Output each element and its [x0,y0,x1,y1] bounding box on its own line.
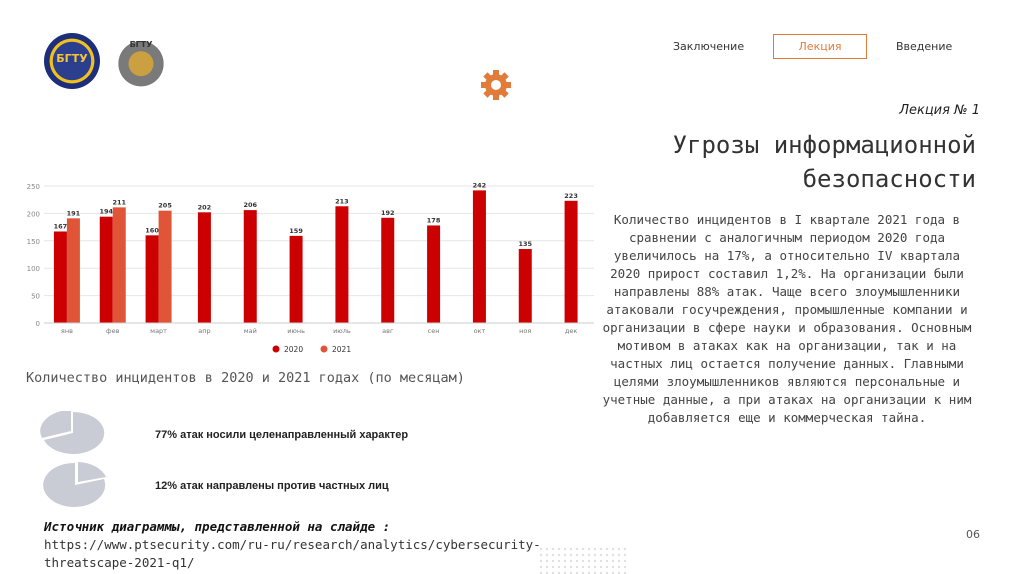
x-tick-label: июль [333,327,351,335]
y-tick-label: 0 [36,320,40,328]
logo-text: БГТУ [129,40,153,49]
x-tick-label: июнь [287,327,305,335]
data-label: 160 [145,226,159,234]
bar-2020 [289,235,303,323]
y-tick-label: 50 [31,293,40,301]
decorative-dots [538,546,628,574]
legend-marker [320,345,328,353]
page-title: Угрозы информационной безопасности [556,128,976,196]
legend-marker [272,345,280,353]
x-tick-label: май [244,327,257,335]
bar-2020 [335,206,349,323]
source-title: Источник диаграммы, представленной на сл… [44,519,391,534]
x-tick-label: янв [61,327,73,335]
data-label: 178 [427,216,441,224]
bar-2020 [53,231,67,323]
page-number: 06 [966,528,980,541]
x-tick-label: фев [106,327,120,335]
y-tick-label: 200 [27,210,40,218]
bar-2021 [112,207,126,323]
data-label: 211 [112,198,126,206]
title-line: безопасности [802,165,976,193]
bar-2021 [158,210,172,323]
nav-lecture-button[interactable]: Лекция [773,34,867,59]
x-tick-label: апр [198,327,210,335]
data-label: 205 [158,202,172,210]
y-tick-label: 100 [27,265,40,273]
x-tick-label: дек [565,327,577,335]
data-label: 213 [335,197,349,205]
incidents-bar-chart: 0 50 100 150 200 250 167 191 янв 194 211 фев 160 205 м… [27,181,594,354]
bar-2020 [564,200,578,323]
stat-targeted: 77% атак носили целенаправленный характе… [155,429,409,441]
university-logo: БГТУ [44,33,100,89]
bar-2020 [381,217,395,323]
logo-text: БГТУ [56,52,88,65]
source-url-line[interactable]: https://www.ptsecurity.com/ru-ru/researc… [44,537,541,552]
pie-icon [40,411,105,454]
y-tick-label: 150 [27,238,40,246]
x-tick-label: сен [428,327,440,335]
nav-conclusion-link[interactable]: Заключение [673,40,745,53]
bar-2020 [243,210,257,323]
data-label: 223 [564,192,578,200]
data-label: 206 [243,201,257,209]
data-label: 202 [198,203,212,211]
bar-2020 [518,249,532,323]
stat-individuals: 12% атак направлены против частных лиц [155,480,389,492]
gear-icon [481,70,511,100]
bar-2020 [145,235,159,323]
title-line: Угрозы информационной [672,131,976,159]
x-tick-label: окт [474,327,486,335]
bar-2020 [99,216,113,323]
nav-intro-link[interactable]: Введение [896,40,953,53]
data-label: 242 [473,181,487,189]
body-paragraph: Количество инцидентов в I квартале 2021 … [602,212,972,425]
bar-2020 [197,212,211,323]
faculty-logo: БГТУ [113,34,169,88]
bar-2021 [66,218,80,323]
x-tick-label: март [150,327,167,335]
data-label: 192 [381,209,395,217]
x-tick-label: авг [382,327,394,335]
data-label: 159 [289,227,303,235]
pie-icon [43,462,106,507]
x-tick-label: ноя [519,327,531,335]
data-label: 194 [99,208,113,216]
lecture-number: Лекция № 1 [899,103,980,118]
legend-label: 2021 [332,345,351,354]
chart-caption: Количество инцидентов в 2020 и 2021 года… [26,370,465,386]
data-label: 191 [67,209,81,217]
bar-2020 [427,225,441,323]
bar-2020 [472,190,486,323]
y-tick-label: 250 [27,183,40,191]
source-url-line[interactable]: threatscape-2021-q1/ [44,555,195,570]
data-label: 167 [54,222,68,230]
data-label: 135 [518,240,532,248]
legend-label: 2020 [284,345,303,354]
